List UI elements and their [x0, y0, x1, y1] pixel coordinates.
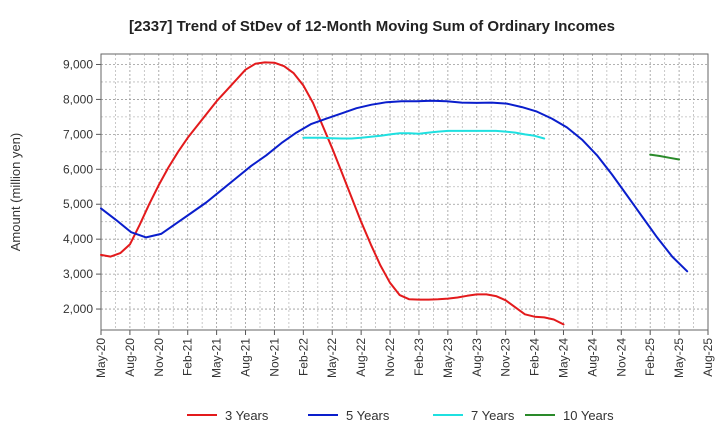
- x-tick-label: Nov-24: [614, 338, 628, 377]
- plot-area: 2,000 3,000 4,000 5,000 6,000 7,000 8,000 9,000…: [63, 53, 715, 378]
- y-axis-label: Amount (million yen): [8, 133, 23, 252]
- x-tick-label: Aug-23: [470, 338, 484, 377]
- x-tick-label: Aug-25: [701, 338, 715, 377]
- x-tick-label: Aug-21: [239, 338, 253, 377]
- y-tick-label: 2,000: [63, 302, 93, 316]
- y-tick-label: 9,000: [63, 57, 93, 71]
- y-tick-label: 8,000: [63, 92, 93, 106]
- series-line-7-years: [302, 129, 546, 140]
- y-tick-label: 6,000: [63, 162, 93, 176]
- x-tick-label: May-22: [325, 338, 339, 378]
- x-tick-label: Feb-21: [181, 338, 195, 376]
- legend-label-7-years: 7 Years: [471, 408, 515, 423]
- x-tick-label: Feb-22: [296, 338, 310, 376]
- x-tick-label: Nov-23: [499, 338, 513, 377]
- y-tick-label: 5,000: [63, 197, 93, 211]
- legend: 3 Years 5 Years 7 Years 10 Years: [187, 408, 614, 423]
- series-line-10-years: [649, 153, 681, 161]
- x-tick-label: Nov-20: [152, 338, 166, 377]
- series-line-3-years: [100, 61, 565, 326]
- x-tick-label: Aug-22: [354, 338, 368, 377]
- series-line-5-years: [100, 99, 689, 273]
- x-tick-label: May-23: [441, 338, 455, 378]
- x-tick-label: Aug-24: [585, 338, 599, 377]
- plot-frame: [100, 53, 709, 331]
- x-tick-label: May-25: [672, 338, 686, 378]
- x-tick-label: Feb-24: [528, 338, 542, 376]
- y-tick-label: 4,000: [63, 232, 93, 246]
- x-tick-label: May-24: [556, 338, 570, 378]
- legend-label-10-years: 10 Years: [563, 408, 614, 423]
- y-tick-label: 3,000: [63, 267, 93, 281]
- legend-label-5-years: 5 Years: [346, 408, 390, 423]
- legend-label-3-years: 3 Years: [225, 408, 269, 423]
- x-tick-label: Nov-21: [267, 338, 281, 377]
- x-tick-label: May-20: [94, 338, 108, 378]
- x-tick-label: May-21: [210, 338, 224, 378]
- x-tick-label: Nov-22: [383, 338, 397, 377]
- x-tick-label: Aug-20: [123, 338, 137, 377]
- x-tick-label: Feb-23: [412, 338, 426, 376]
- x-tick-label: Feb-25: [643, 338, 657, 376]
- y-tick-label: 7,000: [63, 127, 93, 141]
- chart-title: [2337] Trend of StDev of 12-Month Moving…: [129, 18, 615, 35]
